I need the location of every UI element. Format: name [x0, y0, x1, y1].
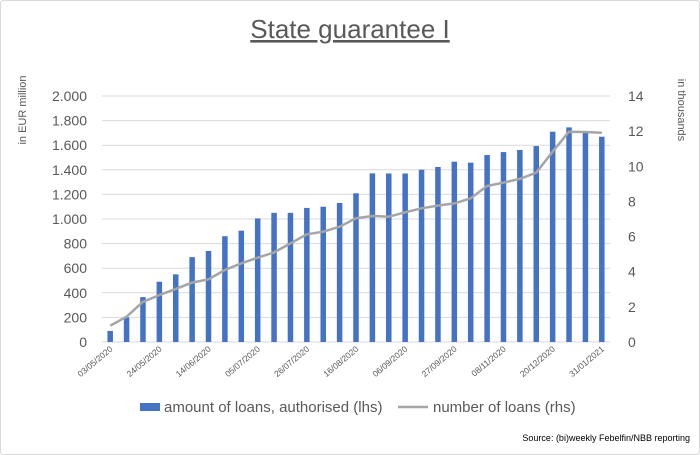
- bar: [271, 212, 277, 342]
- right-tick-label: 8: [628, 193, 636, 209]
- bar: [549, 131, 556, 342]
- legend: amount of loans, authorised (lhs) number…: [140, 399, 576, 416]
- right-axis-label: in thousands: [675, 79, 687, 142]
- bar: [222, 236, 228, 342]
- right-tick-label: 14: [628, 88, 644, 104]
- bar: [238, 230, 245, 342]
- left-tick-label: 1.000: [52, 211, 87, 227]
- x-tick-label: 31/01/2021: [567, 344, 606, 379]
- legend-line-label: number of loans (rhs): [433, 399, 576, 416]
- left-tick-label: 1.800: [52, 113, 87, 129]
- x-tick-label: 06/09/2020: [370, 344, 409, 379]
- bar: [386, 173, 392, 342]
- bar: [336, 203, 343, 342]
- legend-bar-swatch: [140, 403, 160, 411]
- x-tick-label: 20/12/2020: [518, 344, 557, 379]
- left-tick-label: 1.600: [52, 137, 87, 153]
- left-tick-label: 0: [79, 334, 87, 350]
- bar: [418, 169, 425, 342]
- bar: [451, 161, 458, 342]
- bar: [353, 193, 359, 342]
- left-tick-label: 200: [64, 309, 88, 325]
- bar: [533, 146, 540, 342]
- right-tick-label: 2: [628, 299, 636, 315]
- right-tick-label: 0: [628, 334, 636, 350]
- bar: [566, 127, 572, 343]
- right-tick-label: 6: [628, 229, 636, 245]
- bar: [156, 281, 163, 342]
- right-tick-label: 4: [628, 264, 636, 280]
- left-tick-label: 2.000: [52, 88, 87, 104]
- x-tick-label: 27/09/2020: [420, 344, 459, 379]
- bar: [599, 136, 605, 342]
- bar: [402, 173, 408, 342]
- legend-bar-label: amount of loans, authorised (lhs): [164, 399, 382, 416]
- left-axis-label: in EUR million: [17, 75, 29, 144]
- bar: [517, 149, 523, 342]
- bar: [369, 173, 376, 342]
- x-tick-label: 08/11/2020: [469, 344, 508, 379]
- left-tick-label: 1.400: [52, 162, 87, 178]
- x-tick-label: 24/05/2020: [125, 344, 164, 379]
- bar: [435, 166, 441, 342]
- left-tick-label: 400: [64, 285, 88, 301]
- bar: [123, 317, 130, 342]
- bar: [467, 162, 474, 342]
- bar: [254, 218, 261, 342]
- bar: [107, 330, 113, 342]
- bar: [287, 212, 294, 342]
- chart-title: State guarantee I: [250, 14, 449, 44]
- bar: [500, 152, 507, 342]
- x-tick-label: 14/06/2020: [174, 344, 213, 379]
- left-tick-label: 600: [64, 260, 88, 276]
- bar: [205, 250, 212, 342]
- bar: [320, 206, 326, 342]
- bar: [484, 155, 490, 342]
- bar: [189, 257, 195, 342]
- source-note: Source: (bi)weekly Febelfin/NBB reportin…: [522, 433, 690, 443]
- bar: [140, 297, 146, 342]
- bar: [172, 274, 179, 342]
- bar: [304, 207, 310, 342]
- left-tick-label: 1.200: [52, 186, 87, 202]
- x-tick-label: 16/08/2020: [321, 344, 360, 379]
- right-tick-label: 10: [628, 158, 644, 174]
- x-tick-label: 26/07/2020: [272, 344, 311, 379]
- bar: [582, 131, 589, 342]
- left-tick-label: 800: [64, 236, 88, 252]
- x-tick-label: 05/07/2020: [223, 344, 262, 379]
- right-tick-label: 12: [628, 123, 644, 139]
